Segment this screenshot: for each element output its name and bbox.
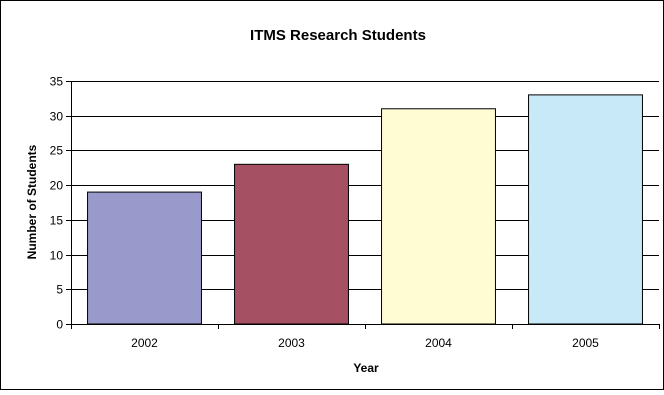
bars: [87, 94, 643, 325]
x-tick-label: 2004: [425, 336, 452, 350]
y-tick-label: 15: [50, 214, 64, 228]
x-tick-label: 2002: [131, 336, 158, 350]
axes: [66, 81, 660, 329]
y-tick-label: 25: [50, 144, 64, 158]
bar-2002: [87, 191, 202, 325]
bar-2003: [234, 163, 349, 325]
bar-2005: [528, 94, 643, 325]
bar-2004: [381, 108, 496, 325]
y-tick-label: 30: [50, 110, 64, 124]
y-tick-label: 5: [56, 283, 63, 297]
y-axis-title: Number of Students: [25, 144, 39, 259]
y-tick-labels: 0 5 10 15 20 25 30 35: [50, 75, 64, 332]
y-tick-label: 20: [50, 179, 64, 193]
y-tick-label: 0: [56, 318, 63, 332]
y-tick-label: 10: [50, 249, 64, 263]
x-tick-label: 2005: [572, 336, 599, 350]
x-axis-title: Year: [353, 361, 379, 375]
chart-title: ITMS Research Students: [250, 27, 426, 44]
y-tick-label: 35: [50, 75, 64, 89]
x-tick-labels: 2002 2003 2004 2005: [131, 336, 599, 350]
x-tick-label: 2003: [278, 336, 305, 350]
